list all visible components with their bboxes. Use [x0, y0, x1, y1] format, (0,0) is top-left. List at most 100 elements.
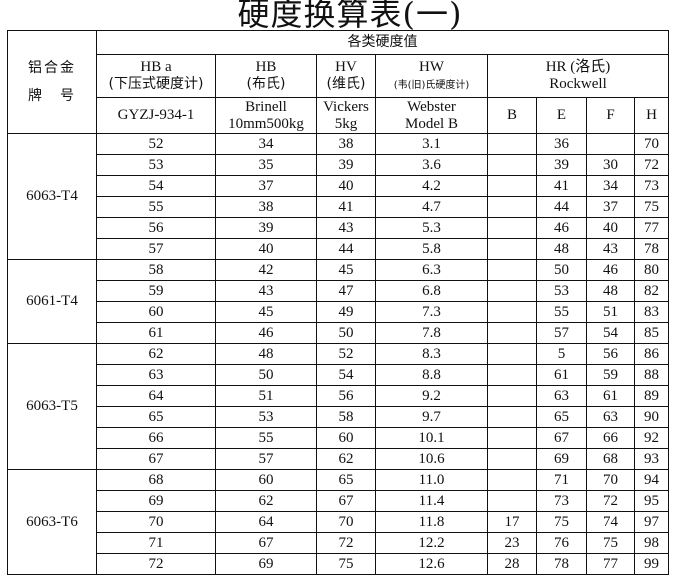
hrb-cell: [487, 280, 537, 302]
table-row: 53 35 39 3.6 39 30 72: [8, 154, 669, 176]
hre-cell: 65: [536, 406, 587, 428]
hb-cell: 42: [215, 259, 317, 281]
table-row: 67 57 62 10.6 69 68 93: [8, 448, 669, 470]
hre-cell: 50: [536, 259, 587, 281]
table-row: 6061-T4 58 42 45 6.3 50 46 80: [7, 259, 669, 344]
hrb-cell: [487, 490, 537, 512]
hv-sublabel: (维氏): [326, 76, 366, 92]
hw-cell: 11.8: [375, 511, 488, 533]
hv-cell: 38: [316, 133, 376, 155]
hb-cell: 57: [215, 448, 317, 470]
hba-cell: 71: [96, 532, 216, 554]
hre-cell: 67: [536, 427, 587, 449]
table-row: 6063-T5 62 48 52 8.3 5 56 86: [7, 343, 669, 470]
hb-header: HB (布氏): [215, 54, 317, 98]
hb-label: HB: [255, 59, 277, 75]
hw-cell: 9.7: [375, 406, 488, 428]
hrf-cell: 70: [586, 469, 635, 491]
hba-cell: 59: [96, 280, 216, 302]
table-row: 71 67 72 12.2 23 76 75 98: [8, 532, 669, 554]
hre-cell: 39: [536, 154, 587, 176]
hv-cell: 54: [316, 364, 376, 386]
hw-cell: 5.3: [375, 217, 488, 239]
hre-cell: 69: [536, 448, 587, 470]
hrb-cell: 23: [487, 532, 537, 554]
hardness-conversion-table: 铝合金 牌 号 各类硬度值 HB a (下压式硬度计) HB (布氏) HV (维氏)…: [7, 30, 669, 575]
table-row: 59 43 47 6.8 53 48 82: [8, 280, 669, 302]
hv-cell: 52: [316, 343, 376, 365]
hw-cell: 8.3: [375, 343, 488, 365]
hrb-cell: [487, 196, 537, 218]
hrh-cell: 95: [634, 490, 669, 512]
hba-cell: 60: [96, 301, 216, 323]
grade-label: 牌 号: [28, 88, 76, 104]
hw-cell: 9.2: [375, 385, 488, 407]
hw-cell: 8.8: [375, 364, 488, 386]
hre-cell: 76: [536, 532, 587, 554]
alloy-label: 铝合金: [28, 60, 76, 76]
hw-cell: 3.6: [375, 154, 488, 176]
hv-cell: 75: [316, 553, 376, 575]
hb-sublabel: (布氏): [246, 76, 286, 92]
hrb-cell: [487, 343, 537, 365]
hre-cell: 63: [536, 385, 587, 407]
hb-cell: 46: [215, 322, 317, 344]
hrh-cell: 70: [634, 133, 669, 155]
hv-cell: 45: [316, 259, 376, 281]
hw-cell: 7.3: [375, 301, 488, 323]
hrf-cell: 40: [586, 217, 635, 239]
alloy-grade-cell: 6063-T4: [7, 133, 97, 260]
table-row: 70 64 70 11.8 17 75 74 97: [8, 511, 669, 533]
hv-cell: 39: [316, 154, 376, 176]
hw-cell: 12.6: [375, 553, 488, 575]
hb-cell: 51: [215, 385, 317, 407]
hr-header: HR (洛氏) Rockwell: [487, 54, 669, 98]
hw-cell: 10.1: [375, 427, 488, 449]
page-title: 硬度换算表(一): [237, 0, 463, 33]
table-row: 61 46 50 7.8 57 54 85: [8, 322, 669, 344]
hrf-cell: 72: [586, 490, 635, 512]
hb-cell: 64: [215, 511, 317, 533]
hv-cell: 50: [316, 322, 376, 344]
hrh-cell: 93: [634, 448, 669, 470]
hba-cell: 53: [96, 154, 216, 176]
hv-cell: 65: [316, 469, 376, 491]
hw-cell: 11.4: [375, 490, 488, 512]
hrh-cell: 89: [634, 385, 669, 407]
hr-sublabel: Rockwell: [549, 76, 607, 92]
hb-cell: 62: [215, 490, 317, 512]
hv-cell: 58: [316, 406, 376, 428]
hba-cell: 69: [96, 490, 216, 512]
table-row: 63 50 54 8.8 61 59 88: [8, 364, 669, 386]
hrh-cell: 88: [634, 364, 669, 386]
hrf-cell: 48: [586, 280, 635, 302]
hba-cell: 70: [96, 511, 216, 533]
hba-header: HB a (下压式硬度计): [96, 54, 216, 98]
alloy-grade-header: 铝合金 牌 号: [7, 30, 97, 134]
hrb-cell: [487, 217, 537, 239]
hrb-cell: [487, 427, 537, 449]
hw-header: HW (韦(旧)氏硬度计): [375, 54, 488, 98]
hv-cell: 41: [316, 196, 376, 218]
hba-cell: 68: [96, 469, 216, 491]
alloy-grade-cell: 6061-T4: [7, 259, 97, 344]
hre-cell: 73: [536, 490, 587, 512]
hba-model: GYZJ-934-1: [96, 97, 216, 134]
hba-cell: 72: [96, 553, 216, 575]
hb-cell: 45: [215, 301, 317, 323]
hrf-cell: 43: [586, 238, 635, 260]
hw-model: Webster Model B: [375, 97, 488, 134]
hrh-cell: 78: [634, 238, 669, 260]
hba-cell: 58: [96, 259, 216, 281]
hre-cell: 71: [536, 469, 587, 491]
hre-cell: 5: [536, 343, 587, 365]
hrf-cell: 46: [586, 259, 635, 281]
hrb-cell: [487, 259, 537, 281]
hv-cell: 70: [316, 511, 376, 533]
table-row: 66 55 60 10.1 67 66 92: [8, 427, 669, 449]
hv-cell: 40: [316, 175, 376, 197]
table-row: 55 38 41 4.7 44 37 75: [8, 196, 669, 218]
hrh-cell: 85: [634, 322, 669, 344]
hv-cell: 44: [316, 238, 376, 260]
hrb-cell: [487, 154, 537, 176]
